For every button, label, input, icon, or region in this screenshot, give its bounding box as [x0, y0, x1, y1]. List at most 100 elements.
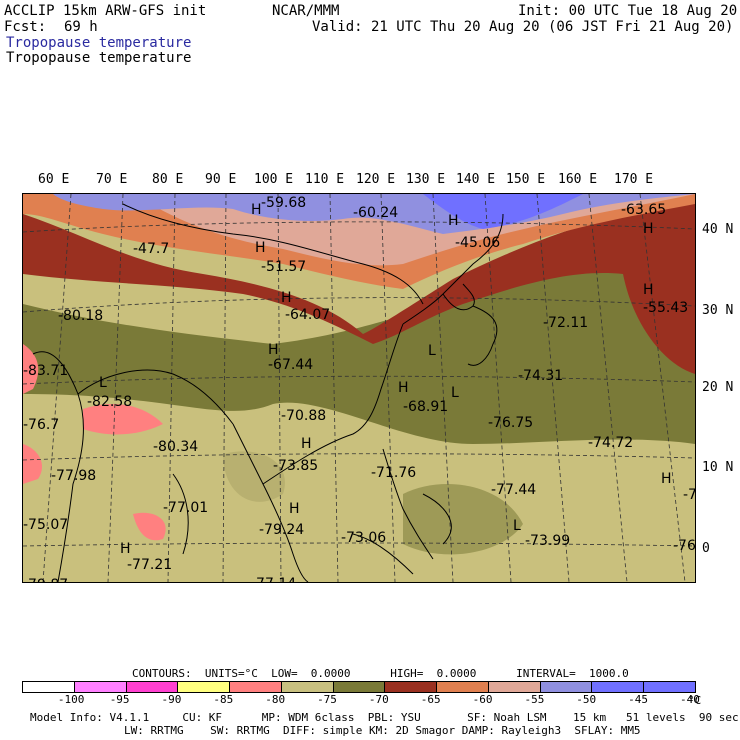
- contour-value-label: -60.24: [353, 205, 398, 221]
- legend-swatch: [644, 682, 695, 692]
- contour-value-label: -59.68: [261, 195, 306, 211]
- contour-value-label: -73.85: [273, 458, 318, 474]
- contour-value-label: -76.75: [488, 415, 533, 431]
- contour-info: CONTOURS: UNITS=°C LOW= 0.0000 HIGH= 0.0…: [132, 667, 629, 680]
- field-title-contour: Tropopause temperature: [6, 50, 192, 66]
- tropopause-temperature-map: H -59.68 -60.24 H -63.65 -47.7 H -51.57 -45.06 H -…: [22, 193, 696, 583]
- contour-value-label: -77.14: [251, 576, 296, 582]
- contour-value-label: -68.91: [403, 399, 448, 415]
- init-time: Init: 00 UTC Tue 18 Aug 20: [518, 3, 738, 19]
- contour-value-label: -77.98: [51, 468, 96, 484]
- legend-swatch: [281, 682, 334, 692]
- contour-value-label: -77.21: [127, 557, 172, 573]
- model-title: ACCLIP 15km ARW-GFS init: [4, 3, 207, 19]
- contour-value-label: -80.18: [58, 308, 103, 324]
- contour-value-label: -74.72: [588, 435, 633, 451]
- contour-value-label: -76.7: [23, 417, 59, 433]
- longitude-label: 60 E: [38, 172, 70, 187]
- latitude-label: 20 N: [702, 380, 734, 395]
- longitude-label: 130 E: [406, 172, 446, 187]
- contour-value-label: -77.01: [163, 500, 208, 516]
- legend-tick-label: -45: [628, 693, 649, 706]
- legend-unit: °C: [688, 694, 702, 707]
- high-marker: H: [251, 202, 262, 218]
- contour-value-label: -75.07: [23, 517, 68, 533]
- high-marker: H: [661, 471, 672, 487]
- longitude-label: 110 E: [305, 172, 345, 187]
- contour-value-label: -73.06: [341, 530, 386, 546]
- longitude-label: 140 E: [456, 172, 496, 187]
- legend-tick-label: -95: [109, 693, 130, 706]
- legend-swatch: [385, 682, 438, 692]
- high-marker: H: [643, 282, 654, 298]
- longitude-label: 160 E: [558, 172, 598, 187]
- legend-swatch: [592, 682, 645, 692]
- contour-value-label: -64.07: [285, 307, 330, 323]
- low-marker: L: [451, 385, 459, 401]
- contour-value-label: -79.87: [23, 577, 68, 582]
- contour-value-label: -72.11: [543, 315, 588, 331]
- legend-tick-label: -75: [317, 693, 337, 706]
- model-info-line1: Model Info: V4.1.1 CU: KF MP: WDM 6class…: [30, 711, 739, 724]
- legend-tick-label: -90: [161, 693, 182, 706]
- high-marker: H: [120, 541, 131, 557]
- latitude-label: 40 N: [702, 222, 734, 237]
- high-marker: H: [301, 436, 312, 452]
- legend-swatch: [230, 682, 282, 692]
- high-marker: H: [643, 221, 654, 237]
- latitude-label: 0: [702, 541, 710, 556]
- legend-swatch: [23, 682, 75, 692]
- legend-swatch: [540, 682, 593, 692]
- latitude-label: 10 N: [702, 460, 734, 475]
- legend-swatch: [178, 682, 231, 692]
- model-info-line2: LW: RRTMG SW: RRTMG DIFF: simple KM: 2D …: [124, 724, 641, 737]
- valid-time: Valid: 21 UTC Thu 20 Aug 20 (06 JST Fri …: [312, 19, 734, 35]
- high-marker: H: [281, 290, 292, 306]
- contour-value-label: -70.88: [281, 408, 326, 424]
- contour-value-label: -63.65: [621, 202, 666, 218]
- forecast-label: Fcst:: [4, 19, 47, 35]
- contour-value-label: -77.44: [491, 482, 536, 498]
- contour-value-label: -45.06: [455, 235, 500, 251]
- longitude-label: 70 E: [96, 172, 128, 187]
- color-legend: [22, 681, 696, 693]
- legend-tick-label: -100: [57, 693, 85, 706]
- high-marker: H: [448, 213, 459, 229]
- contour-value-label: -73.99: [525, 533, 570, 549]
- longitude-label: 120 E: [356, 172, 396, 187]
- latitude-label: 30 N: [702, 303, 734, 318]
- legend-tick-label: -40: [680, 693, 700, 706]
- high-marker: H: [255, 240, 266, 256]
- legend-swatch: [126, 682, 179, 692]
- legend-swatch: [74, 682, 127, 692]
- contour-value-label: -51.57: [261, 259, 306, 275]
- legend-tick-label: -65: [420, 693, 441, 706]
- legend-tick-label: -85: [213, 693, 234, 706]
- longitude-label: 150 E: [506, 172, 546, 187]
- contour-value-label: -79.24: [259, 522, 304, 538]
- contour-value-label: -83.71: [23, 363, 68, 379]
- longitude-label: 90 E: [205, 172, 237, 187]
- legend-swatch: [488, 682, 541, 692]
- legend-tick-label: -80: [265, 693, 286, 706]
- contour-value-label: -80.34: [153, 439, 198, 455]
- legend-ticks: -100 -95 -90 -85 -80 -75 -70 -65 -60 -55 -50 -45 -40: [0, 693, 740, 707]
- legend-swatch: [437, 682, 489, 692]
- longitude-label: 80 E: [152, 172, 184, 187]
- contour-value-label: -67.44: [268, 357, 313, 373]
- org-label: NCAR/MMM: [272, 3, 340, 19]
- forecast-hours: 69 h: [64, 19, 98, 35]
- contour-value-label: -76.7: [673, 538, 695, 554]
- contour-value-label: -47.7: [133, 241, 169, 257]
- field-title-shaded: Tropopause temperature: [6, 35, 192, 51]
- legend-swatch: [333, 682, 386, 692]
- contour-value-label: -73.8: [683, 487, 695, 503]
- legend-tick-label: -55: [524, 693, 545, 706]
- low-marker: L: [513, 518, 521, 534]
- contour-value-label: -71.76: [371, 465, 416, 481]
- legend-tick-label: -70: [368, 693, 389, 706]
- contour-value-label: -55.43: [643, 300, 688, 316]
- low-marker: L: [99, 375, 107, 391]
- legend-tick-label: -60: [472, 693, 493, 706]
- high-marker: H: [398, 380, 409, 396]
